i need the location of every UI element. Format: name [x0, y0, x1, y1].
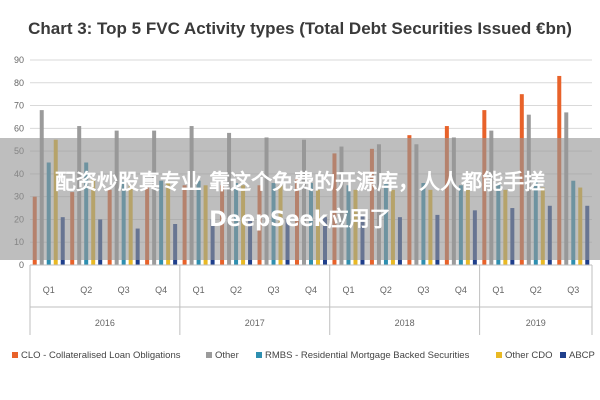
- legend-swatch: [256, 352, 262, 358]
- x-tick-label-year: 2019: [526, 318, 546, 328]
- x-tick-label-quarter: Q4: [155, 285, 167, 295]
- legend-label: ABCP: [569, 350, 595, 361]
- x-axis: Q1 Q2 Q3 Q4 Q1 Q2 Q3 Q4 Q1 Q2 Q3 Q4 Q1 Q2 Q3 2016 2017 20…: [29, 264, 593, 335]
- x-tick-label-quarter: Q2: [230, 285, 242, 295]
- legend-label: Other: [215, 350, 239, 361]
- x-tick-label-quarter: Q2: [530, 285, 542, 295]
- x-tick-label-quarter: Q3: [417, 285, 429, 295]
- x-tick-label-quarter: Q1: [43, 285, 55, 295]
- overlay-text-line-1: 配资炒股真专业 靠这个免费的开源库，人人都能手搓: [54, 170, 546, 194]
- x-tick-label-quarter: Q4: [455, 285, 467, 295]
- chart-title: Chart 3: Top 5 FVC Activity types (Total…: [28, 19, 572, 38]
- x-tick-label-quarter: Q2: [80, 285, 92, 295]
- x-tick-label-quarter: Q3: [268, 285, 280, 295]
- legend-swatch: [496, 352, 502, 358]
- y-tick-label: 80: [14, 78, 24, 88]
- legend-label: RMBS - Residential Mortgage Backed Secur…: [265, 350, 470, 361]
- legend: CLO - Collateralised Loan Obligations Oth…: [12, 350, 595, 361]
- x-tick-label-quarter: Q4: [305, 285, 317, 295]
- x-tick-label-quarter: Q2: [380, 285, 392, 295]
- legend-swatch: [12, 352, 18, 358]
- y-tick-label: 0: [19, 260, 24, 270]
- x-tick-label-quarter: Q3: [567, 285, 579, 295]
- y-tick-label: 60: [14, 123, 24, 133]
- legend-swatch: [206, 352, 212, 358]
- overlay-text-line-2: DeepSeek应用了: [209, 207, 391, 231]
- x-tick-label-year: 2016: [95, 318, 115, 328]
- overlay-banner: [0, 138, 600, 260]
- x-tick-label-quarter: Q3: [118, 285, 130, 295]
- x-tick-label-quarter: Q1: [342, 285, 354, 295]
- legend-label: Other CDO: [505, 350, 553, 361]
- y-tick-label: 70: [14, 101, 24, 111]
- x-tick-label-quarter: Q1: [492, 285, 504, 295]
- x-tick-label-year: 2018: [395, 318, 415, 328]
- legend-label: CLO - Collateralised Loan Obligations: [21, 350, 181, 361]
- x-tick-label-year: 2017: [245, 318, 265, 328]
- legend-swatch: [560, 352, 566, 358]
- y-tick-label: 90: [14, 55, 24, 65]
- x-tick-label-quarter: Q1: [193, 285, 205, 295]
